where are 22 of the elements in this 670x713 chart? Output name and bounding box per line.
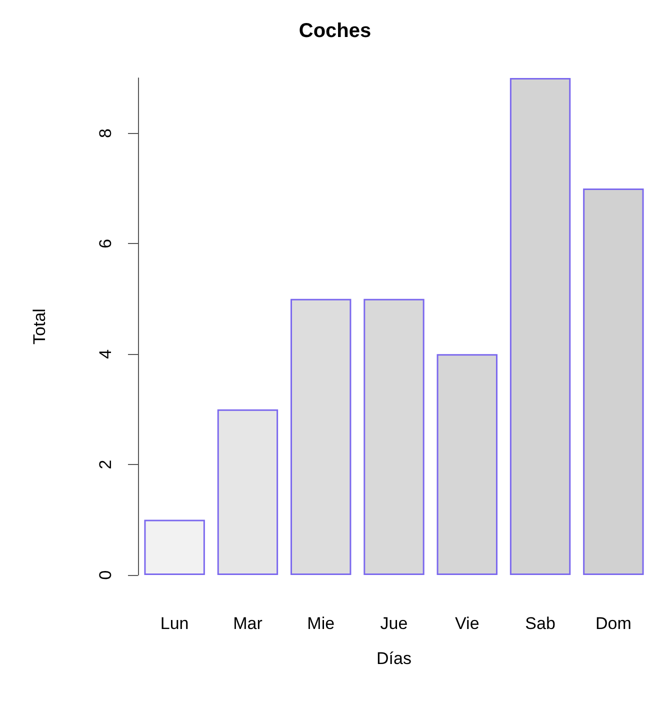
y-axis-title: Total [30,308,49,344]
x-axis-title: Días [376,649,412,668]
bar [364,298,424,575]
bar [217,409,278,575]
x-tick-label: Sab [525,614,556,633]
y-tick-label: 8 [96,128,115,138]
x-tick-label: Jue [380,614,408,633]
y-tick-label: 4 [96,349,115,359]
bar [583,188,644,575]
x-tick-label: Vie [455,614,480,633]
bar [290,298,352,575]
x-tick-label: Mie [307,614,335,633]
chart-title: Coches [298,20,372,42]
x-tick-label: Mar [233,614,263,633]
y-tick-label: 0 [96,570,115,580]
x-tick-label: Dom [595,614,632,633]
bar [436,354,498,575]
y-tick-label: 2 [96,460,115,470]
bar [510,78,571,575]
y-tick-label: 6 [96,238,115,248]
bar [144,520,205,575]
x-tick-label: Lun [160,614,189,633]
